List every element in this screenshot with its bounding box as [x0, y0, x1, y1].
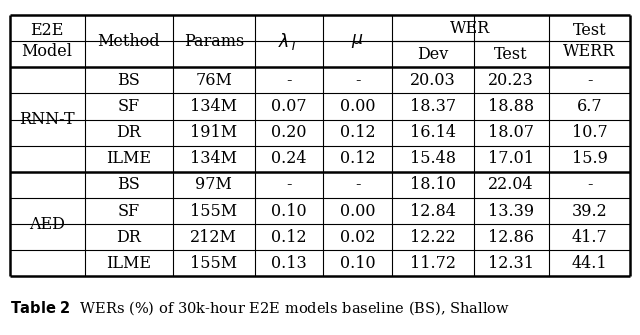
Text: 155M: 155M [190, 255, 237, 272]
Text: 76M: 76M [195, 72, 232, 89]
Text: ILME: ILME [106, 150, 151, 167]
Text: -: - [587, 72, 592, 89]
Text: 0.20: 0.20 [271, 124, 307, 141]
Text: -: - [355, 72, 360, 89]
Text: 155M: 155M [190, 203, 237, 219]
Text: 10.7: 10.7 [572, 124, 607, 141]
Text: 191M: 191M [190, 124, 237, 141]
Text: 134M: 134M [190, 150, 237, 167]
Text: 18.10: 18.10 [410, 177, 456, 193]
Text: -: - [286, 177, 292, 193]
Text: 18.88: 18.88 [488, 98, 534, 115]
Text: SF: SF [118, 203, 140, 219]
Text: DR: DR [116, 124, 141, 141]
Text: 18.07: 18.07 [488, 124, 534, 141]
Text: 20.23: 20.23 [488, 72, 534, 89]
Text: 18.37: 18.37 [410, 98, 456, 115]
Text: $\mu$: $\mu$ [351, 32, 364, 50]
Text: Test
WERR: Test WERR [563, 22, 616, 60]
Text: RNN-T: RNN-T [19, 111, 75, 128]
Text: 20.03: 20.03 [410, 72, 456, 89]
Text: 0.12: 0.12 [271, 229, 307, 246]
Text: 39.2: 39.2 [572, 203, 607, 219]
Text: 12.86: 12.86 [488, 229, 534, 246]
Text: -: - [286, 72, 292, 89]
Text: 0.13: 0.13 [271, 255, 307, 272]
Text: 6.7: 6.7 [577, 98, 602, 115]
Text: $\lambda_T$: $\lambda_T$ [278, 31, 300, 52]
Text: 0.00: 0.00 [340, 203, 375, 219]
Text: -: - [587, 177, 592, 193]
Text: 44.1: 44.1 [572, 255, 607, 272]
Text: 0.12: 0.12 [340, 124, 376, 141]
Text: 12.22: 12.22 [410, 229, 456, 246]
Text: 0.10: 0.10 [271, 203, 307, 219]
Text: 22.04: 22.04 [488, 177, 534, 193]
Text: 16.14: 16.14 [410, 124, 456, 141]
Text: 134M: 134M [190, 98, 237, 115]
Text: 15.48: 15.48 [410, 150, 456, 167]
Text: 11.72: 11.72 [410, 255, 456, 272]
Text: BS: BS [118, 177, 140, 193]
Text: $\mathbf{Table\ 2}$  WERs (%) of 30k-hour E2E models baseline (BS), Shallow: $\mathbf{Table\ 2}$ WERs (%) of 30k-hour… [10, 299, 509, 317]
Text: 0.24: 0.24 [271, 150, 307, 167]
Text: AED: AED [29, 216, 65, 232]
Text: E2E
Model: E2E Model [22, 22, 73, 60]
Text: 0.10: 0.10 [340, 255, 376, 272]
Text: Test: Test [494, 46, 528, 63]
Text: 13.39: 13.39 [488, 203, 534, 219]
Text: Dev: Dev [417, 46, 449, 63]
Text: 15.9: 15.9 [572, 150, 607, 167]
Text: 12.31: 12.31 [488, 255, 534, 272]
Text: BS: BS [118, 72, 140, 89]
Text: -: - [355, 177, 360, 193]
Text: 17.01: 17.01 [488, 150, 534, 167]
Text: Method: Method [97, 33, 160, 50]
Text: WER: WER [450, 20, 490, 37]
Text: ILME: ILME [106, 255, 151, 272]
Text: 0.00: 0.00 [340, 98, 375, 115]
Text: 97M: 97M [195, 177, 232, 193]
Text: 41.7: 41.7 [572, 229, 607, 246]
Text: 212M: 212M [190, 229, 237, 246]
Text: 0.12: 0.12 [340, 150, 376, 167]
Text: 0.07: 0.07 [271, 98, 307, 115]
Text: 12.84: 12.84 [410, 203, 456, 219]
Text: DR: DR [116, 229, 141, 246]
Text: Params: Params [184, 33, 244, 50]
Text: 0.02: 0.02 [340, 229, 375, 246]
Text: SF: SF [118, 98, 140, 115]
